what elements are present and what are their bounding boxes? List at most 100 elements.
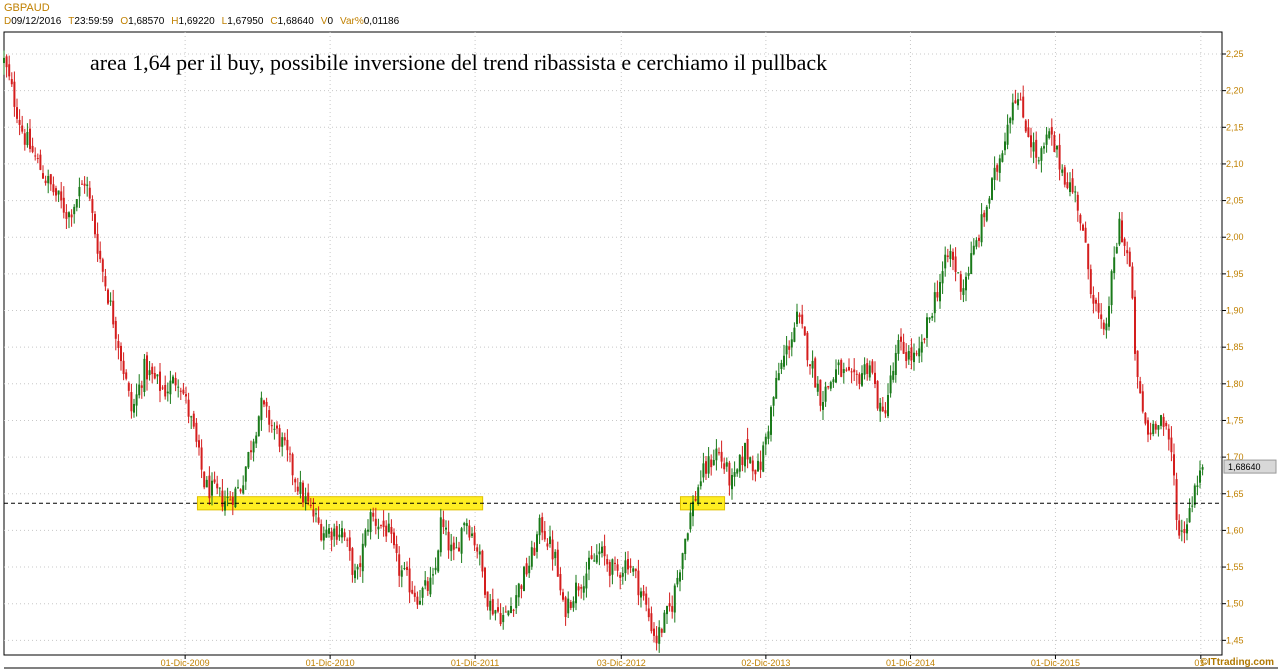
candle-body	[788, 346, 791, 350]
candle-body	[926, 317, 928, 338]
candle-body	[49, 174, 52, 185]
candle-body	[699, 481, 702, 487]
candle-body	[944, 254, 947, 269]
candle-body	[598, 551, 601, 555]
candle-body	[481, 550, 484, 572]
chart-annotation: area 1,64 per il buy, possibile inversio…	[90, 50, 827, 75]
candle-body	[793, 327, 796, 342]
candle-body	[697, 487, 700, 504]
candle-body	[1141, 391, 1144, 412]
candle-body	[694, 499, 697, 501]
candle-body	[666, 606, 668, 615]
candle-body	[887, 394, 889, 417]
candle-body	[723, 463, 726, 470]
candle-body	[237, 487, 239, 489]
candle-body	[749, 457, 752, 464]
candle-body	[156, 374, 159, 377]
candle-body	[640, 591, 642, 598]
candle-body	[632, 568, 635, 572]
candle-body	[679, 572, 681, 582]
watermark-text: ©ITtrading.com	[1200, 657, 1274, 668]
candle-body	[551, 539, 554, 560]
ohlc-key: H	[171, 16, 179, 27]
candle-body	[614, 562, 616, 564]
candle-body	[179, 390, 182, 392]
candle-body	[200, 447, 203, 470]
candle-body	[671, 606, 674, 612]
candle-body	[289, 453, 291, 455]
candle-body	[455, 547, 458, 549]
candle-body	[939, 282, 941, 302]
candle-body	[424, 580, 427, 586]
candle-body	[195, 422, 198, 442]
candle-body	[624, 560, 627, 574]
candle-body	[18, 119, 21, 125]
candle-body	[629, 565, 632, 568]
candle-body	[1014, 100, 1017, 104]
candle-body	[889, 375, 892, 394]
candle-body	[390, 526, 393, 534]
candle-body	[413, 592, 416, 597]
candle-body	[346, 539, 349, 541]
candle-body	[406, 566, 408, 571]
candle-body	[286, 439, 289, 451]
candle-body	[416, 596, 419, 605]
candle-body	[338, 534, 341, 538]
candle-body	[881, 406, 884, 412]
candle-body	[775, 377, 778, 399]
candle-body	[634, 568, 637, 572]
candle-body	[458, 547, 460, 552]
candle-body	[208, 475, 211, 499]
buy-zone-rect	[679, 496, 726, 511]
candle-body	[143, 358, 146, 392]
candle-body	[1045, 134, 1048, 145]
candle-body	[1105, 323, 1108, 331]
ohlc-value: 1,68640	[277, 16, 314, 27]
candle-body	[1027, 127, 1030, 138]
candle-body	[55, 188, 57, 196]
candle-body	[1043, 146, 1045, 149]
candle-body	[231, 496, 234, 505]
candle-body	[463, 523, 466, 526]
candle-body	[52, 184, 55, 193]
candle-body	[445, 527, 447, 530]
candle-body	[276, 425, 278, 429]
candle-body	[1193, 485, 1196, 506]
candle-body	[75, 199, 78, 208]
candle-body	[234, 488, 237, 508]
candle-body	[515, 595, 518, 609]
candle-body	[603, 545, 606, 557]
candle-body	[593, 560, 596, 562]
candle-body	[855, 373, 858, 375]
candle-body	[806, 332, 809, 361]
candle-body	[1180, 530, 1183, 532]
candle-body	[62, 197, 65, 213]
candle-body	[78, 186, 81, 197]
candle-body	[1082, 224, 1084, 231]
y-tick-label: 1,60	[1226, 525, 1244, 535]
candle-body	[920, 341, 923, 353]
candle-body	[211, 480, 213, 496]
last-price-label: 1,68640	[1228, 462, 1261, 472]
candle-body	[673, 585, 676, 613]
candle-body	[705, 461, 707, 474]
candle-body	[1032, 142, 1035, 152]
candle-body	[814, 358, 817, 388]
candle-body	[715, 448, 718, 461]
candle-body	[1175, 479, 1178, 520]
candle-body	[936, 292, 939, 298]
candle-body	[252, 441, 255, 453]
candle-body	[31, 145, 34, 152]
candle-body	[114, 320, 117, 339]
candle-body	[83, 183, 86, 186]
x-tick-label: 01-Dic-2011	[451, 658, 499, 668]
candle-body	[23, 133, 26, 145]
candle-body	[172, 376, 174, 384]
candle-body	[265, 401, 268, 407]
candle-body	[980, 214, 983, 243]
candle-body	[400, 570, 403, 577]
ohlc-key: O	[120, 16, 129, 27]
candle-body	[1022, 96, 1025, 118]
candle-body	[523, 566, 525, 591]
